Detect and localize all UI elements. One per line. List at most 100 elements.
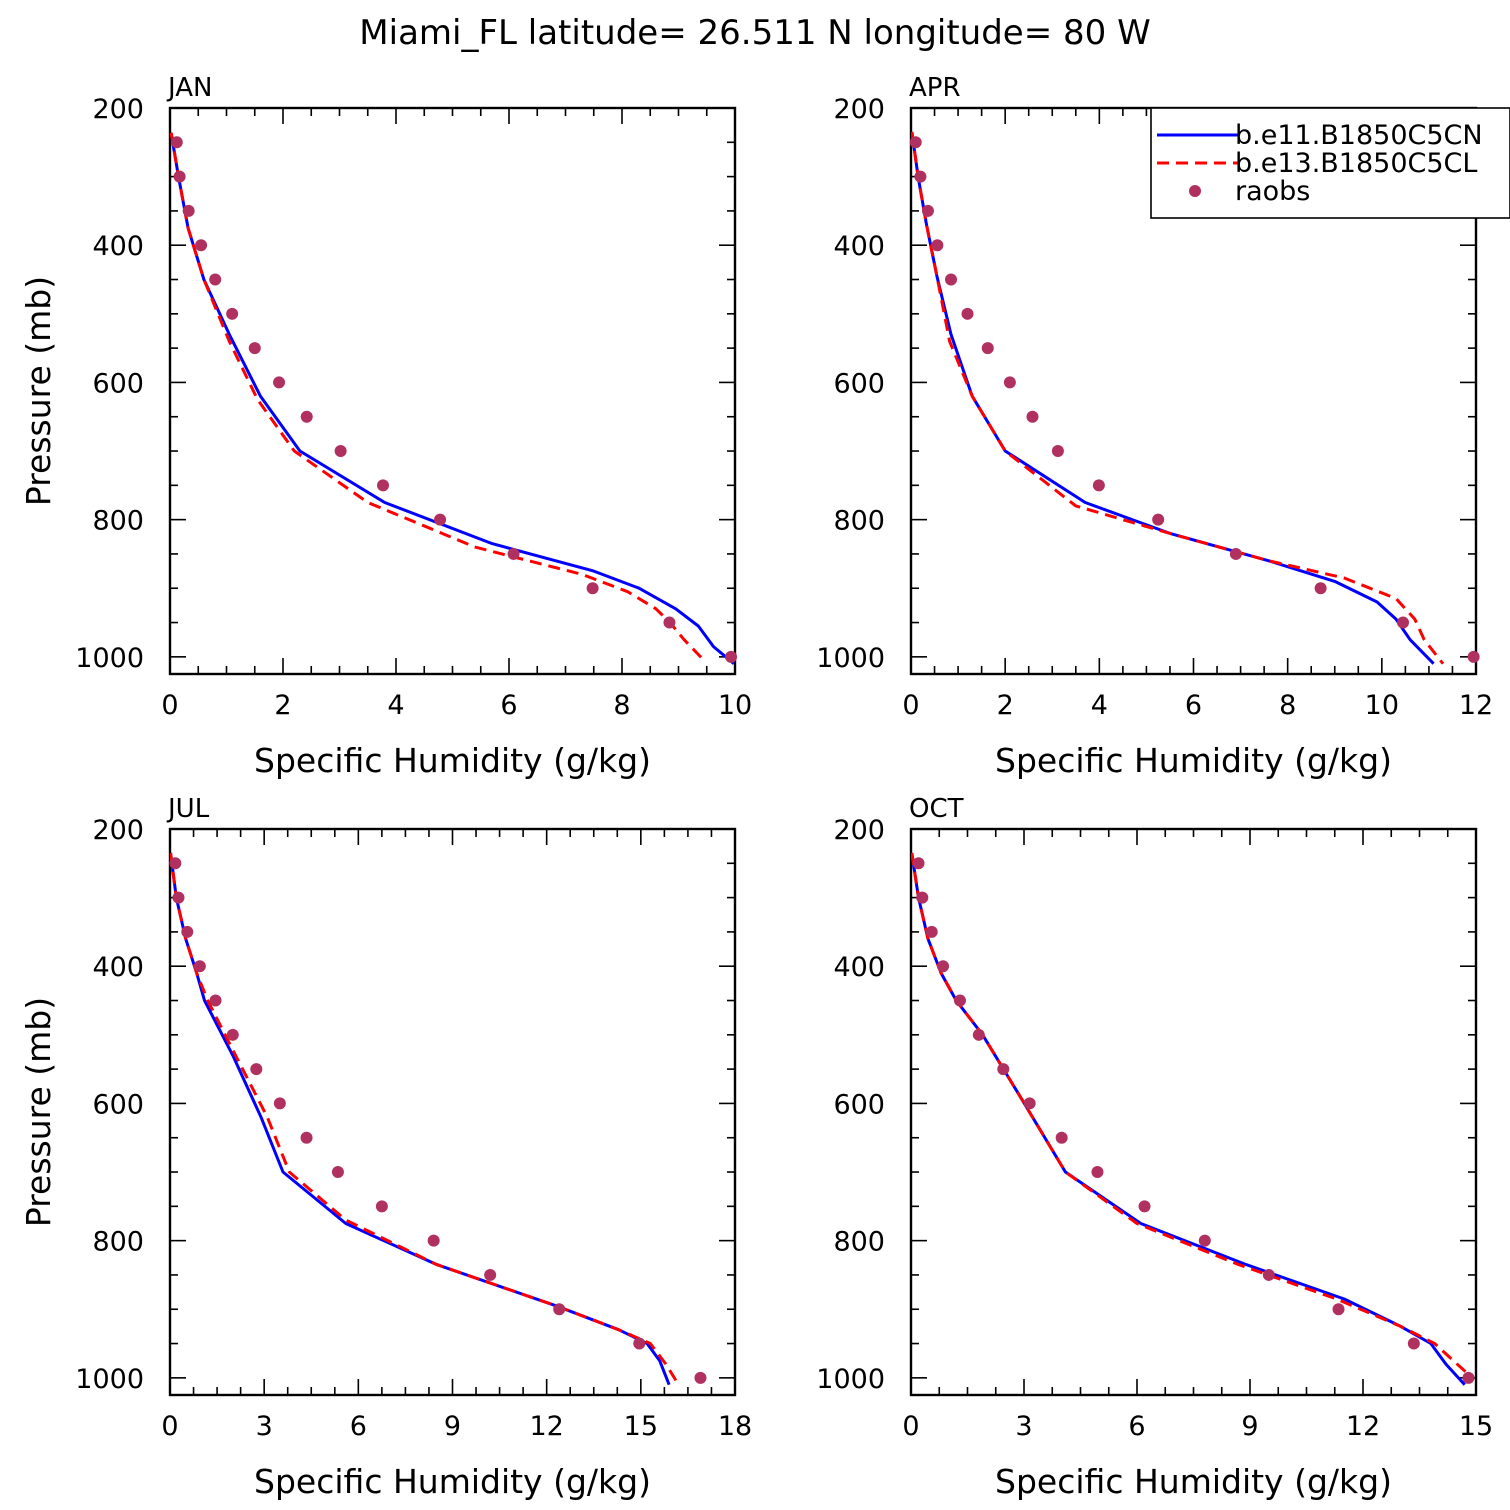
raobs-point [1023,1097,1036,1110]
raobs-point [182,204,195,217]
raobs-point [1152,513,1165,526]
x-tick-label: 8 [613,690,630,721]
x-tick-label: 6 [500,690,517,721]
raobs-point [1003,376,1016,389]
x-axis-label: Specific Humidity (g/kg) [995,1462,1392,1501]
y-tick-label: 1000 [816,1364,885,1395]
figure-title: Miami_FL latitude= 26.511 N longitude= 8… [359,13,1150,53]
raobs-point [912,857,925,870]
raobs-point [633,1337,646,1350]
raobs-point [694,1371,707,1384]
raobs-point [1051,445,1064,458]
x-tick-label: 15 [1459,1411,1493,1442]
x-tick-label: 0 [902,690,919,721]
x-tick-label: 3 [1015,1411,1032,1442]
legend-box [1150,107,1510,219]
raobs-point [553,1303,566,1316]
x-tick-label: 4 [387,690,404,721]
y-tick-label: 200 [833,815,885,846]
raobs-point [173,170,186,183]
panel-jan: JAN 0 2 4 6 8 10 200 400 600 800 1000 Specific Humid… [19,73,752,780]
y-tick-label: 200 [92,94,144,125]
panel-jul: JUL 0 3 6 9 12 15 18 200 400 600 800 1000 Specific Hu… [19,794,752,1501]
raobs-point [1198,1234,1211,1247]
raobs-point [1026,410,1039,423]
raobs-point [1262,1268,1275,1281]
raobs-point [181,925,194,938]
raobs-point [921,204,934,217]
raobs-point [331,1166,344,1179]
raobs-point [1091,1166,1104,1179]
y-tick-label: 1000 [75,1364,144,1395]
raobs-point [273,1097,286,1110]
series-layer [911,131,1445,665]
y-tick-label: 1000 [75,643,144,674]
series-line-b-e11 [170,132,735,665]
x-tick-label: 9 [1241,1411,1258,1442]
raobs-point [1092,479,1105,492]
series-line-b-e11 [911,852,1466,1386]
raobs-point [961,307,974,320]
x-tick-label: 6 [1185,690,1202,721]
raobs-point [226,1028,239,1041]
raobs-point [375,1200,388,1213]
legend-label: b.e13.B1850C5CL [1235,148,1477,179]
raobs-point [170,136,183,149]
y-tick-label: 400 [92,231,144,262]
legend-label: raobs [1235,176,1310,207]
raobs-point [193,960,206,973]
raobs-point [1397,616,1410,629]
plot-frame [168,827,737,1397]
raobs-point [195,239,208,252]
panel-label: OCT [909,794,964,824]
raobs-point [909,136,922,149]
y-tick-label: 400 [92,952,144,983]
y-tick-label: 800 [92,1227,144,1258]
x-axis-label: Specific Humidity (g/kg) [254,1462,651,1501]
x-tick-label: 0 [161,1411,178,1442]
series-line-b-e13 [911,131,1445,665]
raobs-point [981,342,994,355]
x-tick-label: 12 [1346,1411,1380,1442]
raobs-point [209,273,222,286]
series-layer [911,852,1474,1386]
x-tick-label: 6 [350,1411,367,1442]
x-axis-label: Specific Humidity (g/kg) [995,741,1392,780]
raobs-point [1055,1131,1068,1144]
raobs-point [1462,1371,1475,1384]
raobs-point [1467,650,1480,663]
raobs-point [725,650,738,663]
y-axis-label: Pressure (mb) [19,997,58,1227]
series-line-b-e11 [170,852,671,1386]
series-layer [170,132,735,665]
x-axis-label: Specific Humidity (g/kg) [254,741,651,780]
legend-label: b.e11.B1850C5CN [1235,120,1483,151]
y-tick-label: 600 [92,368,144,399]
x-tick-label: 18 [718,1411,752,1442]
raobs-point [663,616,676,629]
series-line-b-e13 [170,852,680,1386]
x-tick-label: 9 [444,1411,461,1442]
x-tick-label: 10 [718,690,752,721]
raobs-point [169,857,182,870]
raobs-point [953,994,966,1007]
legend-marker [1189,185,1201,197]
raobs-point [434,513,447,526]
raobs-point [945,273,958,286]
x-tick-label: 0 [902,1411,919,1442]
raobs-point [1138,1200,1151,1213]
raobs-point [972,1028,985,1041]
series-line-b-e11 [911,131,1435,665]
raobs-point [273,376,286,389]
raobs-point [300,1131,313,1144]
raobs-point [931,239,944,252]
raobs-point [1229,547,1242,560]
y-tick-label: 600 [833,368,885,399]
raobs-point [427,1234,440,1247]
x-tick-label: 15 [624,1411,658,1442]
y-tick-label: 800 [92,506,144,537]
raobs-point [300,410,313,423]
